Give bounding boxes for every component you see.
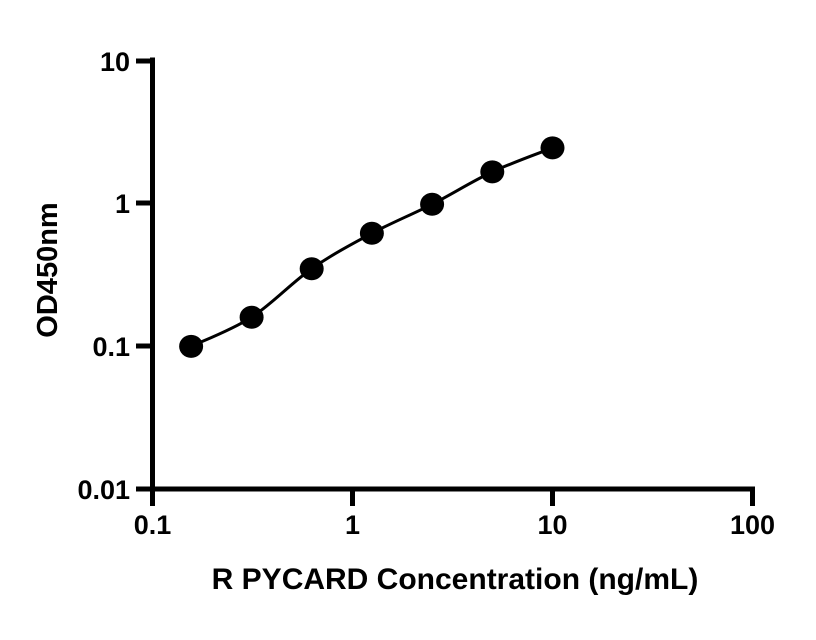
- data-point: [480, 160, 505, 184]
- x-tick-label-2: 10: [537, 510, 567, 540]
- x-tick-label-3: 100: [730, 510, 775, 540]
- y-tick-label-3: 0.01: [77, 475, 130, 505]
- x-axis-title: R PYCARD Concentration (ng/mL): [212, 563, 699, 596]
- data-point: [420, 192, 445, 216]
- y-tick-label-2: 0.1: [92, 332, 130, 362]
- data-point: [299, 257, 324, 281]
- x-axis-ticks: [150, 489, 755, 506]
- y-tick-label-0: 10: [100, 47, 130, 77]
- data-point: [540, 136, 565, 160]
- x-tick-label-1: 1: [345, 510, 360, 540]
- y-axis-title: OD450nm: [32, 202, 64, 337]
- series-points: [179, 136, 565, 358]
- x-tick-label-0: 0.1: [134, 510, 172, 540]
- data-point: [239, 305, 264, 329]
- y-tick-labels: 10 1 0.1 0.01: [77, 47, 130, 505]
- y-tick-label-1: 1: [115, 189, 130, 219]
- data-point: [359, 221, 384, 245]
- x-tick-labels: 0.1 1 10 100: [134, 510, 775, 540]
- data-series-group: [179, 136, 565, 358]
- data-point: [179, 334, 204, 358]
